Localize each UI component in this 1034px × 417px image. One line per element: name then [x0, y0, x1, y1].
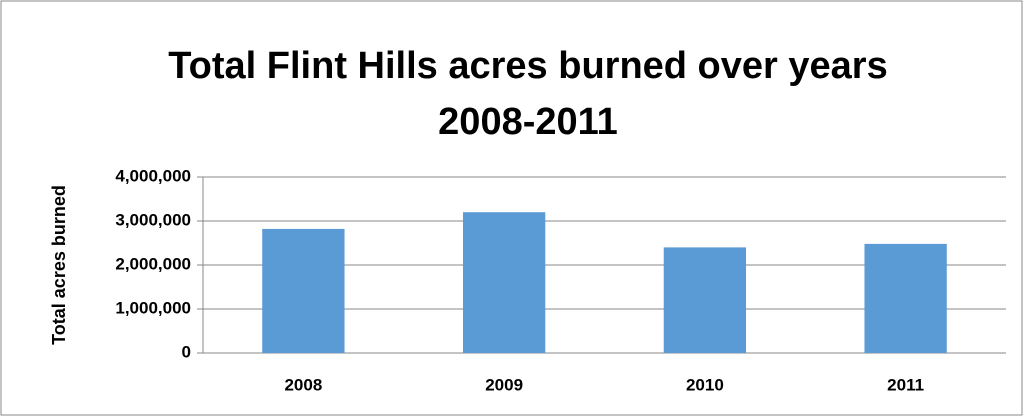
x-tick-label: 2011 [887, 375, 924, 394]
bar [262, 228, 345, 353]
y-tick-label: 3,000,000 [115, 210, 191, 229]
bar [663, 247, 747, 353]
y-tick-label: 2,000,000 [115, 254, 191, 273]
y-tick-label: 0 [182, 342, 191, 361]
y-tick-label: 4,000,000 [115, 166, 191, 185]
bar [462, 212, 546, 353]
chart-title: 2008-2011 [438, 101, 618, 143]
bar [864, 243, 947, 353]
y-tick-label: 1,000,000 [115, 298, 191, 317]
y-axis-label: Total acres burned [49, 185, 69, 345]
x-tick-label: 2009 [485, 375, 523, 394]
chart-title: Total Flint Hills acres burned over year… [168, 45, 887, 87]
x-tick-label: 2010 [686, 375, 724, 394]
x-tick-label: 2008 [284, 375, 322, 394]
